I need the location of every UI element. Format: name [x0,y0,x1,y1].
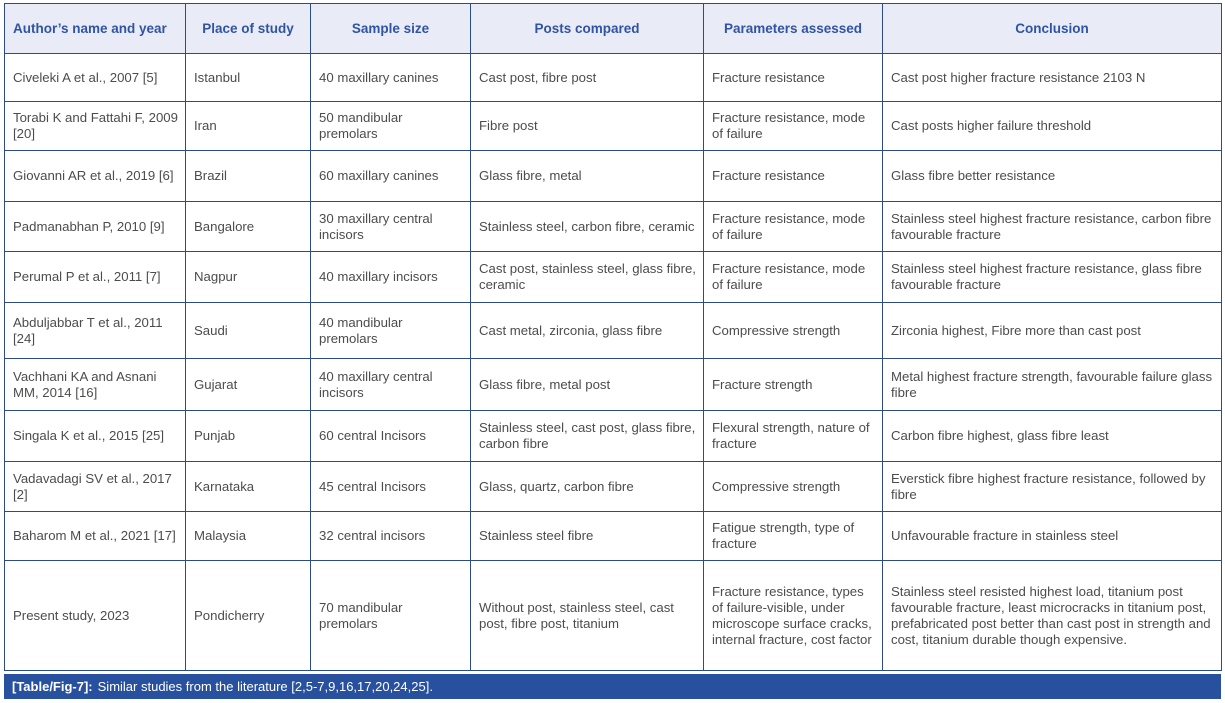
cell-place: Karnataka [185,461,311,512]
cell-author: Baharom M et al., 2021 [17] [4,511,186,561]
cell-parameters: Fatigue strength, type of fracture [703,511,883,561]
table-row: Singala K et al., 2015 [25] Punjab 60 ce… [4,410,1222,462]
cell-posts: Glass fibre, metal [470,150,704,202]
table-row: Vachhani KA and Asnani MM, 2014 [16] Guj… [4,358,1222,411]
column-header-conclusion: Conclusion [882,3,1222,54]
cell-conclusion: Stainless steel highest fracture resista… [882,251,1222,303]
cell-author: Vachhani KA and Asnani MM, 2014 [16] [4,358,186,411]
cell-posts: Glass, quartz, carbon fibre [470,461,704,512]
cell-author: Giovanni AR et al., 2019 [6] [4,150,186,202]
cell-posts: Stainless steel fibre [470,511,704,561]
cell-place: Istanbul [185,53,311,102]
cell-parameters: Fracture resistance, mode of failure [703,251,883,303]
column-header-parameters: Parameters assessed [703,3,883,54]
cell-place: Pondicherry [185,560,311,671]
studies-table: Author’s name and year Place of study Sa… [4,3,1222,671]
header-row: Author’s name and year Place of study Sa… [4,3,1222,54]
cell-sample: 60 maxillary canines [310,150,471,202]
cell-posts: Cast post, fibre post [470,53,704,102]
cell-conclusion: Cast posts higher failure threshold [882,101,1222,151]
column-header-author: Author’s name and year [4,3,186,54]
table-row: Giovanni AR et al., 2019 [6] Brazil 60 m… [4,150,1222,202]
cell-sample: 40 maxillary incisors [310,251,471,303]
cell-sample: 30 maxillary central incisors [310,201,471,252]
cell-place: Bangalore [185,201,311,252]
cell-posts: Stainless steel, cast post, glass fibre,… [470,410,704,462]
cell-author: Torabi K and Fattahi F, 2009 [20] [4,101,186,151]
table-row: Padmanabhan P, 2010 [9] Bangalore 30 max… [4,201,1222,252]
cell-posts: Fibre post [470,101,704,151]
table-row: Baharom M et al., 2021 [17] Malaysia 32 … [4,511,1222,561]
cell-posts: Cast post, stainless steel, glass fibre,… [470,251,704,303]
cell-parameters: Fracture strength [703,358,883,411]
cell-parameters: Fracture resistance [703,53,883,102]
cell-place: Gujarat [185,358,311,411]
cell-author: Present study, 2023 [4,560,186,671]
caption-label: [Table/Fig-7]: [12,679,93,694]
column-header-sample: Sample size [310,3,471,54]
cell-parameters: Fracture resistance, mode of failure [703,101,883,151]
cell-author: Perumal P et al., 2011 [7] [4,251,186,303]
cell-sample: 40 maxillary central incisors [310,358,471,411]
cell-conclusion: Metal highest fracture strength, favoura… [882,358,1222,411]
cell-author: Vadavadagi SV et al., 2017 [2] [4,461,186,512]
cell-sample: 40 maxillary canines [310,53,471,102]
cell-parameters: Fracture resistance, types of failure-vi… [703,560,883,671]
cell-sample: 50 mandibular premolars [310,101,471,151]
table-row: Civeleki A et al., 2007 [5] Istanbul 40 … [4,53,1222,102]
cell-parameters: Flexural strength, nature of fracture [703,410,883,462]
table-row: Torabi K and Fattahi F, 2009 [20] Iran 5… [4,101,1222,151]
table-caption-bar: [Table/Fig-7]: Similar studies from the l… [4,674,1221,699]
cell-sample: 45 central Incisors [310,461,471,512]
column-header-posts: Posts compared [470,3,704,54]
cell-place: Malaysia [185,511,311,561]
cell-sample: 40 mandibular premolars [310,302,471,359]
cell-author: Padmanabhan P, 2010 [9] [4,201,186,252]
cell-author: Singala K et al., 2015 [25] [4,410,186,462]
cell-place: Brazil [185,150,311,202]
cell-conclusion: Cast post higher fracture resistance 210… [882,53,1222,102]
cell-author: Civeleki A et al., 2007 [5] [4,53,186,102]
cell-posts: Glass fibre, metal post [470,358,704,411]
cell-conclusion: Everstick fibre highest fracture resista… [882,461,1222,512]
cell-parameters: Fracture resistance, mode of failure [703,201,883,252]
cell-posts: Stainless steel, carbon fibre, ceramic [470,201,704,252]
cell-conclusion: Unfavourable fracture in stainless steel [882,511,1222,561]
cell-sample: 70 mandibular premolars [310,560,471,671]
table-row: Abduljabbar T et al., 2011 [24] Saudi 40… [4,302,1222,359]
table-row: Perumal P et al., 2011 [7] Nagpur 40 max… [4,251,1222,303]
table-row: Present study, 2023 Pondicherry 70 mandi… [4,560,1222,671]
cell-sample: 60 central Incisors [310,410,471,462]
column-header-place: Place of study [185,3,311,54]
caption-text: Similar studies from the literature [2,5… [97,679,433,694]
cell-conclusion: Zirconia highest, Fibre more than cast p… [882,302,1222,359]
cell-conclusion: Stainless steel highest fracture resista… [882,201,1222,252]
cell-sample: 32 central incisors [310,511,471,561]
table-row: Vadavadagi SV et al., 2017 [2] Karnataka… [4,461,1222,512]
cell-place: Nagpur [185,251,311,303]
cell-posts: Without post, stainless steel, cast post… [470,560,704,671]
cell-author: Abduljabbar T et al., 2011 [24] [4,302,186,359]
cell-conclusion: Carbon fibre highest, glass fibre least [882,410,1222,462]
cell-parameters: Compressive strength [703,461,883,512]
cell-posts: Cast metal, zirconia, glass fibre [470,302,704,359]
cell-place: Iran [185,101,311,151]
cell-parameters: Compressive strength [703,302,883,359]
cell-place: Saudi [185,302,311,359]
cell-conclusion: Stainless steel resisted highest load, t… [882,560,1222,671]
cell-conclusion: Glass fibre better resistance [882,150,1222,202]
cell-parameters: Fracture resistance [703,150,883,202]
cell-place: Punjab [185,410,311,462]
